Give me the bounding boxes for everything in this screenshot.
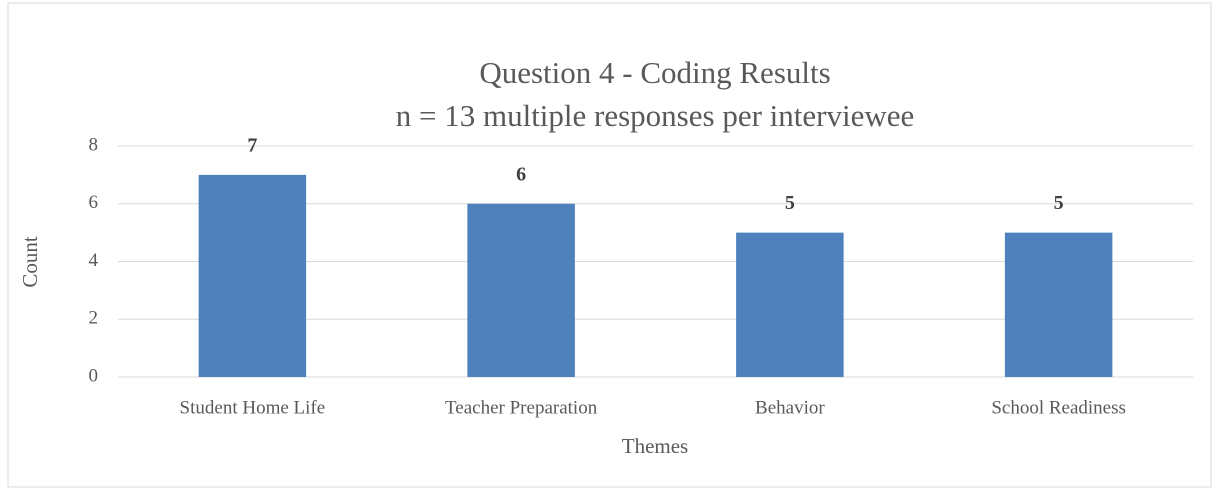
y-tick-label: 0 [89,365,99,386]
bar [1004,232,1113,377]
y-tick-label: 8 [89,134,99,155]
y-tick-label: 4 [89,250,99,271]
data-label: 5 [785,192,795,214]
x-tick-label: Behavior [755,397,825,418]
chart-title: Question 4 - Coding Results [479,55,830,90]
y-tick-label: 2 [89,308,99,329]
bar [467,203,575,377]
chart-subtitle: n = 13 multiple responses per interviewe… [396,98,915,133]
y-axis-title: Count [18,236,42,288]
y-tick-label: 6 [89,192,99,213]
x-axis-title: Themes [622,434,688,458]
x-tick-label: Student Home Life [180,397,326,418]
bar [198,174,307,377]
data-label: 5 [1054,192,1064,214]
x-tick-label: School Readiness [991,397,1126,418]
data-label: 7 [247,134,257,156]
bar [736,232,844,377]
x-tick-label: Teacher Preparation [445,397,598,418]
data-label: 6 [516,163,526,185]
